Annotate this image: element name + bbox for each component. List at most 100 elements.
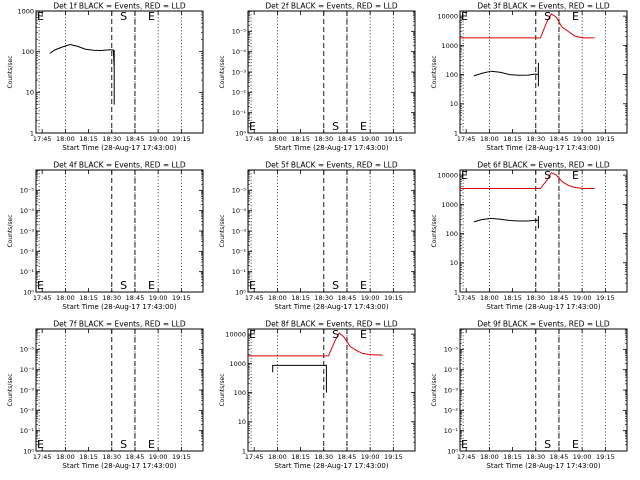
panel-title: Det 6f BLACK = Events, RED = LLD <box>477 161 610 170</box>
x-axis-label: Start Time (28-Aug-17 17:43:00) <box>274 462 388 470</box>
y-tick-label: 1 <box>242 447 246 455</box>
plot-frame <box>459 169 628 293</box>
panel-det-7: Det 7f BLACK = Events, RED = LLD Counts/s… <box>7 320 204 470</box>
y-axis-label: Counts/sec <box>7 373 14 406</box>
marker-e: E <box>37 10 44 23</box>
y-axis-label: Counts/sec <box>431 373 438 406</box>
x-tick-label: 17:45 <box>245 294 264 302</box>
marker-e: E <box>148 279 155 292</box>
x-tick-label: 17:45 <box>33 135 52 143</box>
y-tick-label: 10⁻⁴ <box>232 48 247 56</box>
panel-det-2: Det 2f BLACK = Events, RED = LLD Counts/s… <box>219 2 416 152</box>
x-tick-label: 19:00 <box>361 453 380 461</box>
x-tick-label: 18:15 <box>291 135 310 143</box>
x-tick-label: 19:00 <box>149 135 168 143</box>
y-tick-label: 10⁻² <box>232 248 247 256</box>
y-tick-label: 10000 <box>437 172 458 180</box>
x-tick-label: 18:15 <box>503 453 522 461</box>
marker-e: E <box>461 438 468 451</box>
panel-title: Det 7f BLACK = Events, RED = LLD <box>53 320 186 329</box>
y-tick-label: 10 <box>450 100 458 108</box>
x-tick-label: 18:00 <box>56 453 75 461</box>
x-tick-label: 18:30 <box>526 135 545 143</box>
y-tick-label: 10⁻³ <box>20 386 35 394</box>
x-tick-label: 19:00 <box>361 135 380 143</box>
panel-title: Det 1f BLACK = Events, RED = LLD <box>53 2 186 11</box>
y-tick-label: 10⁻³ <box>232 68 247 76</box>
x-tick-label: 18:15 <box>79 135 98 143</box>
x-tick-label: 18:45 <box>338 453 357 461</box>
x-tick-label: 19:15 <box>384 453 403 461</box>
x-tick-label: 19:00 <box>573 294 592 302</box>
x-tick-label: 17:45 <box>457 453 476 461</box>
x-tick-label: 18:45 <box>126 135 145 143</box>
y-tick-label: 10 <box>450 259 458 267</box>
x-tick-label: 19:15 <box>172 294 191 302</box>
y-tick-label: 10⁻³ <box>232 227 247 235</box>
panel-det-9: Det 9f BLACK = Events, RED = LLD Counts/s… <box>431 320 628 470</box>
x-tick-label: 18:45 <box>550 294 569 302</box>
y-tick-label: 10⁻⁵ <box>444 346 459 354</box>
y-tick-label: 10⁰ <box>23 447 34 455</box>
plot-frame <box>459 10 628 134</box>
marker-s: S <box>120 10 127 23</box>
marker-s: S <box>332 120 339 133</box>
x-tick-label: 18:30 <box>314 294 333 302</box>
x-tick-label: 18:30 <box>526 294 545 302</box>
x-tick-label: 18:30 <box>314 135 333 143</box>
y-tick-label: 1 <box>454 288 458 296</box>
x-tick-label: 19:00 <box>573 135 592 143</box>
y-axis-label: Counts/sec <box>219 55 226 88</box>
x-tick-label: 19:15 <box>172 135 191 143</box>
marker-e: E <box>148 10 155 23</box>
y-tick-label: 100 <box>446 71 458 79</box>
x-tick-label: 18:15 <box>79 453 98 461</box>
x-tick-label: 19:15 <box>596 294 615 302</box>
marker-e: E <box>37 279 44 292</box>
y-tick-label: 1 <box>30 129 34 137</box>
x-axis-label: Start Time (28-Aug-17 17:43:00) <box>274 303 388 311</box>
marker-s: S <box>332 328 339 341</box>
y-tick-label: 10 <box>238 418 246 426</box>
y-tick-label: 10⁻⁴ <box>20 207 35 215</box>
x-tick-label: 18:45 <box>338 294 357 302</box>
plot-frame <box>247 328 416 452</box>
x-tick-label: 18:00 <box>480 294 499 302</box>
y-tick-label: 10⁻¹ <box>232 268 247 276</box>
y-tick-label: 10⁻² <box>20 407 35 415</box>
plot-frame <box>247 169 416 293</box>
plot-frame <box>247 10 416 134</box>
marker-s: S <box>544 169 551 182</box>
y-tick-label: 100 <box>234 389 246 397</box>
x-axis-label: Start Time (28-Aug-17 17:43:00) <box>486 303 600 311</box>
panel-det-5: Det 5f BLACK = Events, RED = LLD Counts/s… <box>219 161 416 311</box>
y-tick-label: 10⁻⁴ <box>232 207 247 215</box>
y-tick-label: 10⁻⁴ <box>20 366 35 374</box>
y-axis-label: Counts/sec <box>219 214 226 247</box>
x-tick-label: 17:45 <box>245 135 264 143</box>
panel-title: Det 3f BLACK = Events, RED = LLD <box>477 2 610 11</box>
panel-det-4: Det 4f BLACK = Events, RED = LLD Counts/s… <box>7 161 204 311</box>
panel-det-8: Det 8f BLACK = Events, RED = LLD Counts/s… <box>219 320 416 470</box>
x-tick-label: 18:45 <box>338 135 357 143</box>
x-axis-label: Start Time (28-Aug-17 17:43:00) <box>62 144 176 152</box>
y-tick-label: 10000 <box>437 13 458 21</box>
x-tick-label: 18:15 <box>291 294 310 302</box>
x-tick-label: 18:45 <box>126 453 145 461</box>
marker-e: E <box>572 438 579 451</box>
x-tick-label: 19:00 <box>149 294 168 302</box>
panel-title: Det 9f BLACK = Events, RED = LLD <box>477 320 610 329</box>
marker-e: E <box>572 10 579 23</box>
marker-e: E <box>249 279 256 292</box>
y-tick-label: 10⁻¹ <box>232 109 247 117</box>
x-axis-label: Start Time (28-Aug-17 17:43:00) <box>486 144 600 152</box>
series-lld <box>460 172 595 189</box>
y-tick-label: 100 <box>446 230 458 238</box>
x-tick-label: 18:15 <box>79 294 98 302</box>
marker-s: S <box>544 438 551 451</box>
marker-e: E <box>37 438 44 451</box>
marker-e: E <box>360 120 367 133</box>
plot-frame <box>35 169 204 293</box>
y-tick-label: 10⁻⁵ <box>20 187 35 195</box>
panel-det-3: Det 3f BLACK = Events, RED = LLD Counts/s… <box>431 2 628 152</box>
